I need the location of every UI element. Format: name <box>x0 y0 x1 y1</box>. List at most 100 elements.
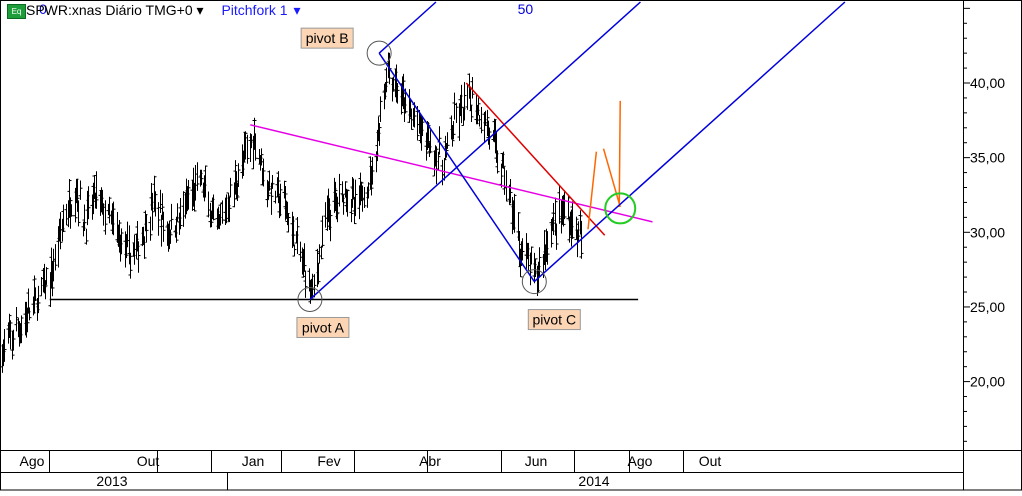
price-bar <box>119 228 124 255</box>
price-bar <box>292 244 297 257</box>
price-bar <box>228 177 233 198</box>
price-bar <box>69 204 74 217</box>
price-bar <box>161 211 166 242</box>
pivot-label-box <box>300 27 354 49</box>
price-bar <box>395 83 400 104</box>
price-bar <box>61 204 66 232</box>
red-trend-line <box>465 82 606 236</box>
price-bar <box>76 200 81 227</box>
price-bar <box>353 179 358 217</box>
x-axis: Ago Out Jan Fev Abr Jun Ago Out 2013 2014 <box>20 450 722 490</box>
price-bar <box>86 186 91 220</box>
price-bar <box>390 77 395 102</box>
price-bar <box>84 228 89 245</box>
price-bar <box>236 163 241 188</box>
pivot-label-box <box>296 316 350 338</box>
price-bars <box>0 52 584 373</box>
y-tick-label: 30,00 <box>970 224 1005 240</box>
price-bar <box>295 217 300 254</box>
price-bar <box>103 200 108 235</box>
price-bar <box>578 210 583 235</box>
pitchfork-upper <box>378 1 437 54</box>
price-bar <box>345 190 350 217</box>
x-month-label: Abr <box>419 453 441 469</box>
x-month-label: Fev <box>317 453 340 469</box>
price-bar <box>192 182 197 212</box>
price-bar <box>415 105 420 141</box>
pivot-circle <box>366 40 392 66</box>
x-month-label: Out <box>699 453 722 469</box>
price-bar <box>195 162 200 191</box>
price-bar <box>316 262 321 285</box>
chart-title[interactable]: SPWR:xnas Diário TMG+0 <box>26 2 193 18</box>
price-bar <box>286 213 291 233</box>
price-bar <box>562 190 567 220</box>
y-axis: 20,00 25,00 30,00 35,00 40,00 <box>963 7 1005 442</box>
price-bar <box>545 231 550 265</box>
chevron-down-icon[interactable]: ▾ <box>196 2 204 18</box>
price-bar <box>32 275 37 314</box>
y-tick-label: 25,00 <box>970 299 1005 315</box>
pivot-label: pivot B <box>300 27 354 49</box>
price-bar <box>241 150 246 177</box>
price-bar <box>68 197 73 229</box>
price-bar <box>266 181 271 201</box>
price-bar <box>53 244 58 271</box>
price-bar <box>479 106 484 134</box>
price-bar <box>302 243 307 272</box>
price-bar <box>78 180 83 200</box>
price-bar <box>128 252 133 279</box>
price-bar <box>2 329 7 362</box>
indicator-label[interactable]: Pitchfork 1 <box>221 2 288 18</box>
price-bar <box>370 157 375 185</box>
price-bar <box>409 108 414 130</box>
x-month-label: Ago <box>628 453 653 469</box>
price-bar <box>570 201 575 239</box>
x-month-label: Jun <box>525 453 548 469</box>
price-bar <box>335 196 340 223</box>
pivot-label-box <box>527 309 581 331</box>
price-bar <box>253 133 258 161</box>
chart-header: SPWR:xnas Diário TMG+0 ▾ Pitchfork 1 ▾ <box>26 2 301 19</box>
price-bar <box>150 192 155 231</box>
price-bar <box>25 307 30 333</box>
price-bar <box>19 315 24 344</box>
price-bar <box>320 215 325 248</box>
price-bar <box>199 169 204 186</box>
price-bar <box>362 186 367 208</box>
price-bar <box>82 204 87 232</box>
price-bar <box>341 194 346 215</box>
price-bar <box>259 148 264 166</box>
price-bar <box>142 236 147 259</box>
x-month-label: Out <box>137 453 160 469</box>
price-bar <box>337 173 342 207</box>
price-bar <box>270 174 275 189</box>
price-bar <box>243 131 248 160</box>
price-bar <box>454 102 459 123</box>
chevron-down-icon[interactable]: ▾ <box>293 2 301 18</box>
price-bar <box>424 132 429 161</box>
pivot-label-text: pivot A <box>302 319 345 335</box>
price-bar <box>549 218 554 248</box>
y-tick-label: 35,00 <box>970 150 1005 166</box>
orange-projection-line <box>602 148 621 208</box>
x-year-label: 2013 <box>96 473 127 489</box>
price-bar <box>328 209 333 242</box>
pivot-label: pivot C <box>527 309 581 331</box>
price-bar <box>94 171 99 209</box>
price-bar <box>107 196 112 224</box>
x-year-label: 2014 <box>578 473 609 489</box>
price-bar <box>75 179 80 212</box>
pivot-circle <box>521 269 547 295</box>
price-bar <box>377 122 382 146</box>
pivot-circle <box>297 286 323 312</box>
price-bar <box>343 181 348 198</box>
price-bar <box>303 270 308 298</box>
pivot-label: pivot A <box>296 316 350 338</box>
price-bar <box>168 229 173 244</box>
price-bar <box>470 77 475 99</box>
price-bar <box>533 258 538 277</box>
price-bar <box>58 212 63 250</box>
